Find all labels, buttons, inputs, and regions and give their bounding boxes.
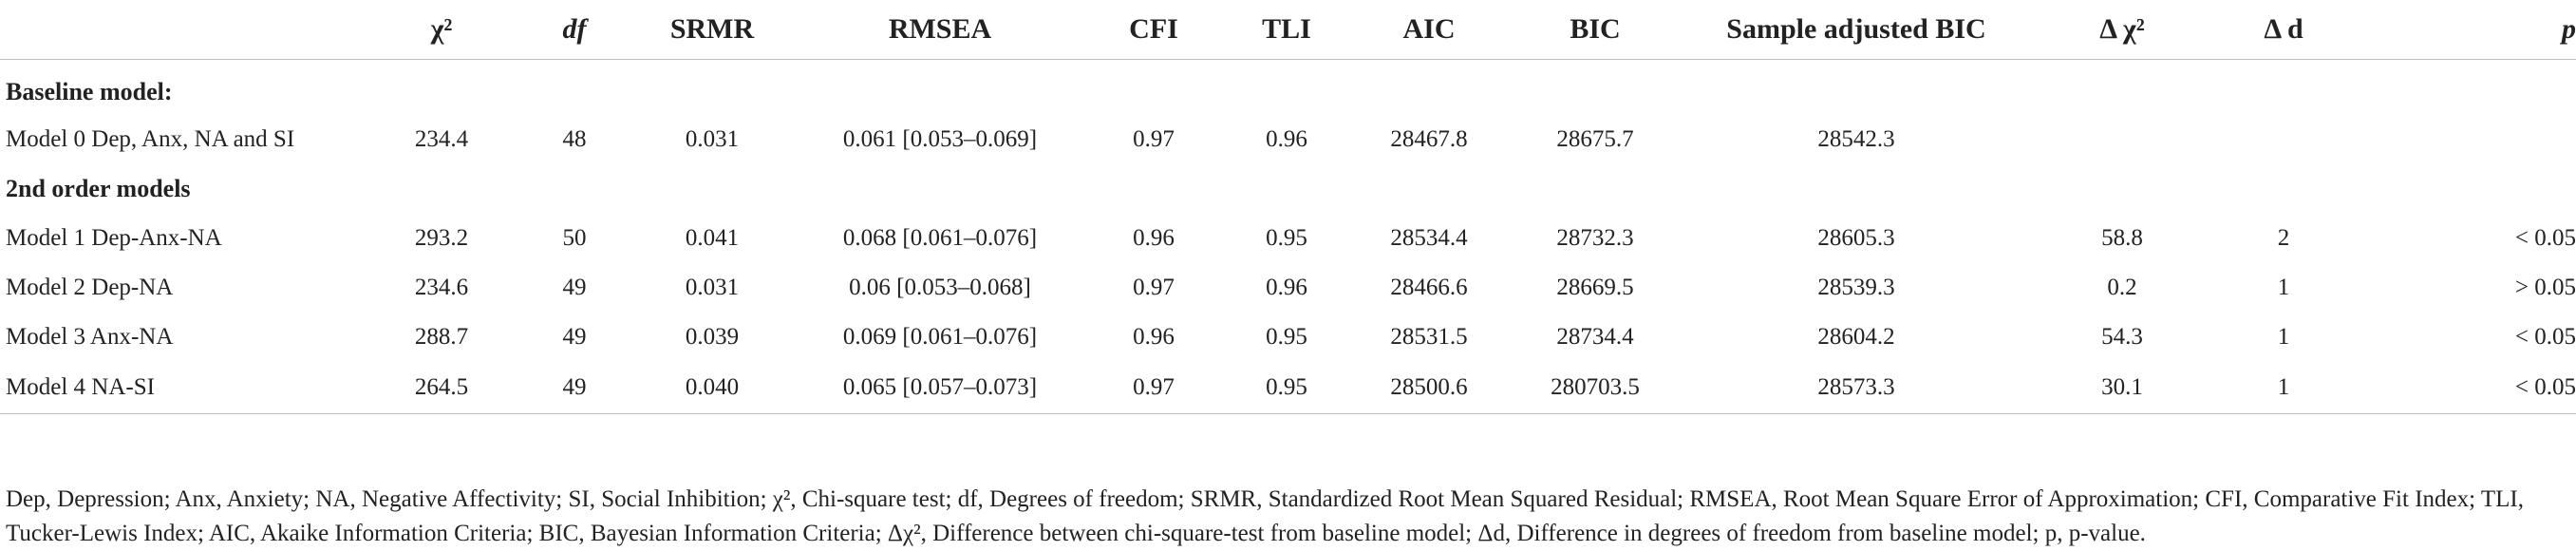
tli-cell: 0.95 <box>1266 225 1307 251</box>
table-row: Model 0 Dep, Anx, NA and SI 234.4 48 0.0… <box>0 115 2576 164</box>
delta-chi-square-cell: 58.8 <box>2101 225 2143 251</box>
bic-cell: 28669.5 <box>1556 275 1634 300</box>
rmsea-cell: 0.069 [0.061–0.076] <box>842 324 1038 350</box>
table-row: Model 4 NA-SI 264.5 49 0.040 0.065 [0.05… <box>0 362 2576 414</box>
header-sample-adjusted-bic: Sample adjusted BIC <box>1681 0 2032 60</box>
delta-d-cell: 1 <box>2212 362 2355 414</box>
delta-chi-square-cell <box>2032 115 2212 164</box>
p-cell: < 0.05 <box>2514 324 2576 350</box>
aic-cell: 28500.6 <box>1348 362 1510 414</box>
rmsea-cell: 0.061 [0.053–0.069] <box>842 126 1038 152</box>
srmr-cell: 0.040 <box>627 362 798 414</box>
section-row-baseline: Baseline model: <box>0 60 2576 116</box>
df-cell: 48 <box>562 126 587 152</box>
df-cell: 49 <box>562 324 587 350</box>
bic-cell: 28675.7 <box>1556 126 1634 152</box>
tli-cell: 0.96 <box>1266 126 1307 152</box>
tli-cell: 0.95 <box>1225 362 1348 414</box>
p-cell <box>2355 115 2576 164</box>
cfi-cell: 0.97 <box>1133 275 1175 300</box>
delta-d-cell: 2 <box>2277 225 2290 251</box>
sample-adjusted-bic-cell: 28605.3 <box>1817 225 1895 251</box>
header-model <box>0 0 361 60</box>
chi-square-cell: 234.6 <box>414 275 469 300</box>
section-row-2nd-order: 2nd order models <box>0 164 2576 214</box>
delta-d-cell <box>2212 115 2355 164</box>
bic-cell: 28734.4 <box>1556 324 1634 350</box>
delta-chi-square-cell: 30.1 <box>2032 362 2212 414</box>
sample-adjusted-bic-cell: 28573.3 <box>1681 362 2032 414</box>
aic-cell: 28531.5 <box>1390 324 1468 350</box>
table-row: Model 1 Dep-Anx-NA 293.2 50 0.041 0.068 … <box>0 214 2576 263</box>
chi-square-cell: 288.7 <box>414 324 469 350</box>
tli-cell: 0.96 <box>1266 275 1307 300</box>
model-cell: Model 4 NA-SI <box>0 362 361 414</box>
results-table: χ² df SRMR RMSEA CFI TLI AIC BIC Sample … <box>0 0 2576 414</box>
df-cell: 49 <box>562 275 587 300</box>
tli-cell: 0.95 <box>1266 324 1307 350</box>
chi-square-cell: 234.4 <box>414 126 469 152</box>
header-p: p <box>2355 0 2576 60</box>
table-footnote: Dep, Depression; Anx, Anxiety; NA, Negat… <box>6 486 2524 546</box>
cfi-cell: 0.96 <box>1133 225 1175 251</box>
bic-cell: 28732.3 <box>1556 225 1634 251</box>
model-cell: Model 3 Anx-NA <box>6 324 174 350</box>
chi-square-cell: 264.5 <box>361 362 522 414</box>
p-cell: < 0.05 <box>2514 225 2576 251</box>
sample-adjusted-bic-cell: 28539.3 <box>1817 275 1895 300</box>
rmsea-cell: 0.065 [0.057–0.073] <box>798 362 1082 414</box>
delta-d-cell: 1 <box>2277 275 2290 300</box>
header-tli: TLI <box>1225 0 1348 60</box>
aic-cell: 28466.6 <box>1390 275 1468 300</box>
cfi-cell: 0.97 <box>1082 362 1225 414</box>
sample-adjusted-bic-cell: 28542.3 <box>1817 126 1895 152</box>
srmr-cell: 0.031 <box>685 126 740 152</box>
header-chi-square: χ² <box>361 0 522 60</box>
header-rmsea: RMSEA <box>798 0 1082 60</box>
delta-chi-square-cell: 0.2 <box>2107 275 2137 300</box>
table-row: Model 3 Anx-NA 288.7 49 0.039 0.069 [0.0… <box>0 313 2576 362</box>
chi-square-cell: 293.2 <box>414 225 469 251</box>
section-title: Baseline model: <box>6 78 173 105</box>
table-row: Model 2 Dep-NA 234.6 49 0.031 0.06 [0.05… <box>0 263 2576 313</box>
srmr-cell: 0.031 <box>685 275 740 300</box>
header-delta-chi-square: Δ χ² <box>2032 0 2212 60</box>
cfi-cell: 0.96 <box>1133 324 1175 350</box>
delta-chi-square-cell: 54.3 <box>2101 324 2143 350</box>
df-cell: 50 <box>562 225 587 251</box>
bic-cell: 280703.5 <box>1510 362 1681 414</box>
aic-cell: 28467.8 <box>1390 126 1468 152</box>
model-cell: Model 1 Dep-Anx-NA <box>6 225 222 251</box>
p-cell: > 0.05 <box>2514 275 2576 300</box>
srmr-cell: 0.039 <box>685 324 740 350</box>
p-cell: < 0.05 <box>2355 362 2576 414</box>
aic-cell: 28534.4 <box>1390 225 1468 251</box>
header-df: df <box>522 0 627 60</box>
model-cell: Model 0 Dep, Anx, NA and SI <box>6 126 295 152</box>
header-aic: AIC <box>1348 0 1510 60</box>
srmr-cell: 0.041 <box>685 225 740 251</box>
df-cell: 49 <box>522 362 627 414</box>
header-cfi: CFI <box>1082 0 1225 60</box>
model-cell: Model 2 Dep-NA <box>6 275 174 300</box>
header-srmr: SRMR <box>627 0 798 60</box>
header-bic: BIC <box>1510 0 1681 60</box>
header-row: χ² df SRMR RMSEA CFI TLI AIC BIC Sample … <box>0 0 2576 60</box>
cfi-cell: 0.97 <box>1133 126 1175 152</box>
rmsea-cell: 0.06 [0.053–0.068] <box>849 275 1031 300</box>
sample-adjusted-bic-cell: 28604.2 <box>1817 324 1895 350</box>
header-delta-d: Δ d <box>2212 0 2355 60</box>
section-title: 2nd order models <box>6 175 191 202</box>
rmsea-cell: 0.068 [0.061–0.076] <box>842 225 1038 251</box>
delta-d-cell: 1 <box>2277 324 2290 350</box>
